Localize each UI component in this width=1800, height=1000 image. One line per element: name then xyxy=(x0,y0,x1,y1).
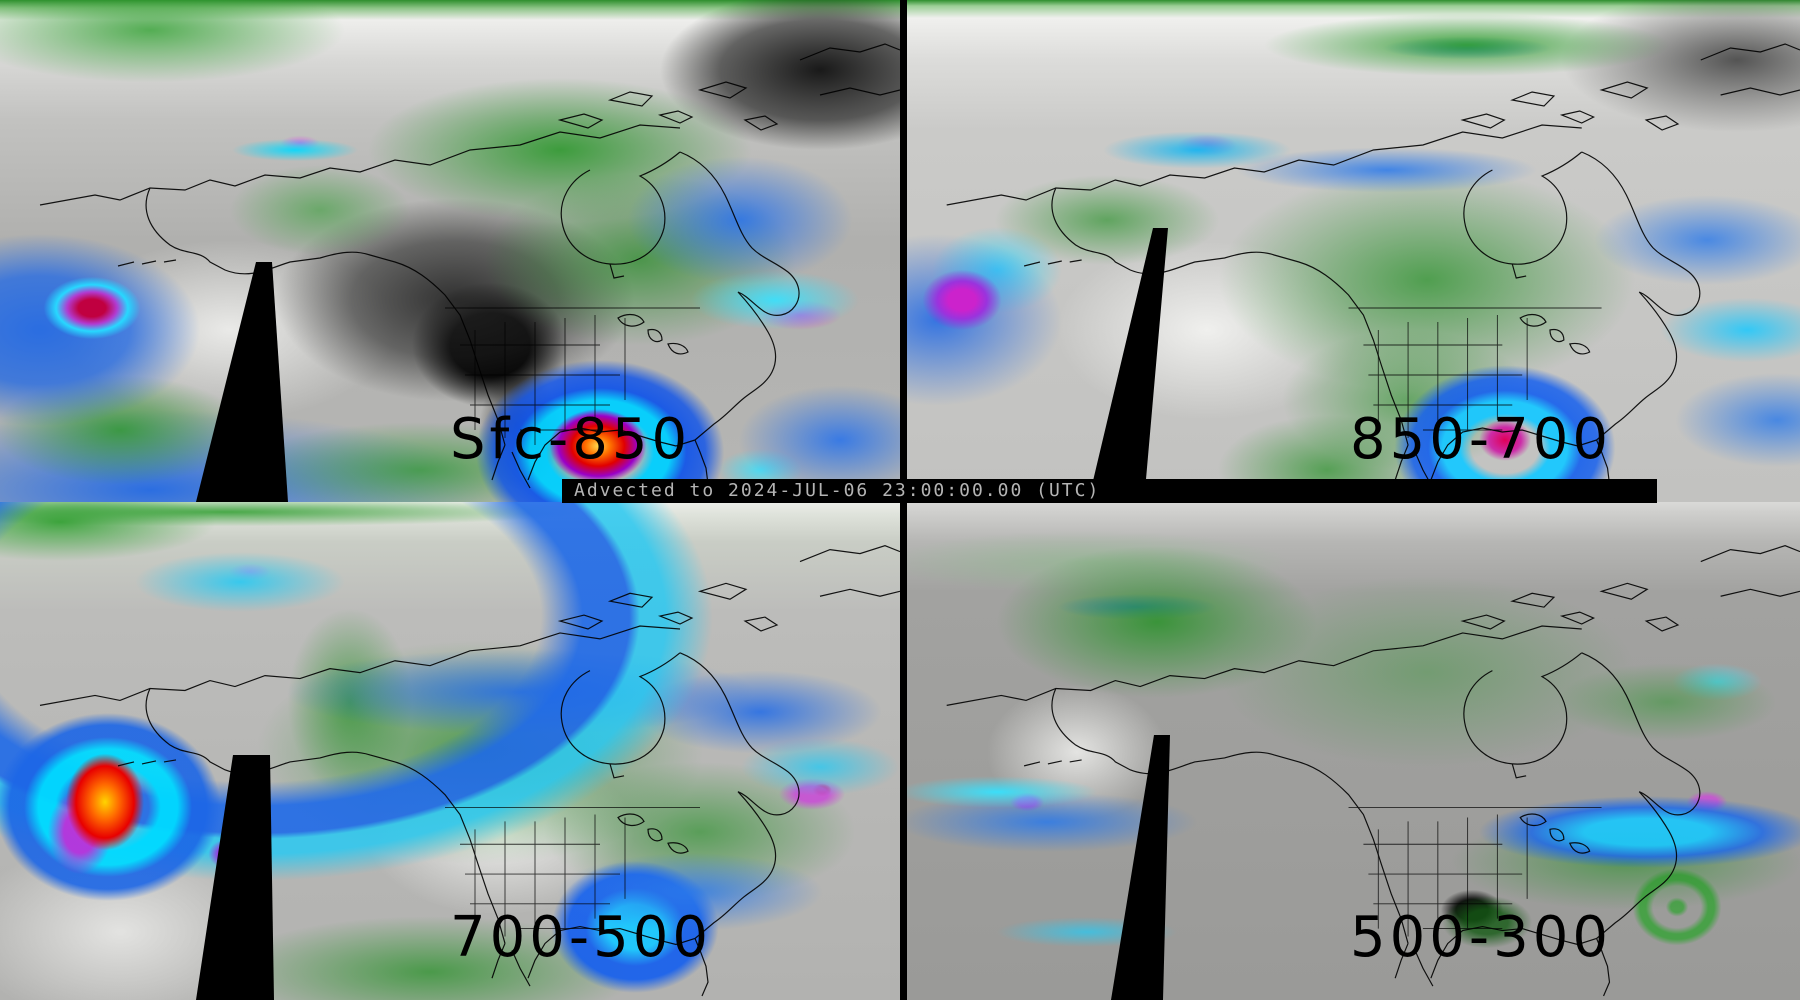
panel-label-sfc-850: Sfc-850 xyxy=(450,407,692,472)
panel-500-300: 500-300 xyxy=(907,502,1800,1000)
panel-label-850-700: 850-700 xyxy=(1350,407,1612,472)
panel-700-500: 700-500 xyxy=(0,502,900,1000)
timestamp-bar: Advected to 2024-JUL-06 23:00:00.00 (UTC… xyxy=(562,479,1657,503)
panel-label-500-300: 500-300 xyxy=(1350,905,1612,970)
panel-label-700-500: 700-500 xyxy=(450,905,712,970)
timestamp-text: Advected to 2024-JUL-06 23:00:00.00 (UTC… xyxy=(574,480,1101,501)
panel-850-700: 850-700 xyxy=(907,0,1800,502)
panel-sfc-850: Sfc-850 xyxy=(0,0,900,502)
